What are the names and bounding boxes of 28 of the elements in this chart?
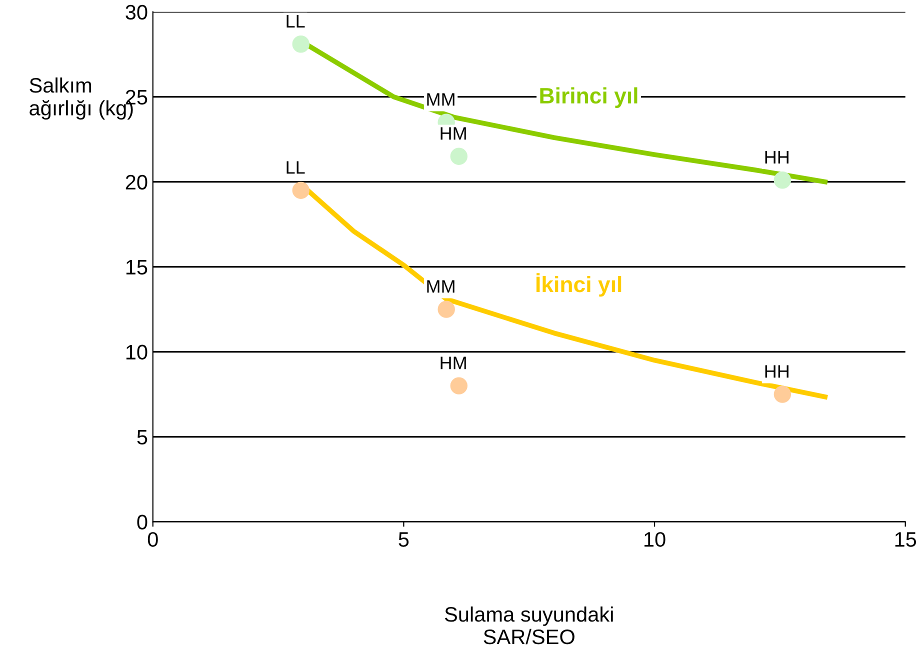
annotation: MM bbox=[427, 93, 454, 106]
annotation: MM bbox=[427, 280, 454, 293]
x-axis-title: Sulama suyundaki SAR/SEO bbox=[444, 606, 613, 644]
annotation: HH bbox=[765, 365, 788, 378]
x-tick-label: 15 bbox=[895, 532, 916, 547]
point bbox=[292, 36, 310, 53]
point bbox=[450, 377, 468, 394]
x-tick-label: 10 bbox=[644, 532, 666, 547]
annotation: LL bbox=[286, 15, 305, 28]
annotation: HM bbox=[440, 127, 466, 140]
x-tick-label: 5 bbox=[398, 532, 409, 547]
point bbox=[774, 386, 792, 403]
series-label: İkinci yıl bbox=[536, 273, 622, 297]
series-label: Birinci yıl bbox=[540, 87, 638, 108]
point bbox=[450, 148, 468, 165]
point bbox=[292, 182, 310, 199]
y-tick-label: 30 bbox=[126, 4, 148, 20]
y-tick-label: 10 bbox=[126, 344, 148, 360]
x-tick-label: 0 bbox=[148, 532, 158, 547]
annotation: HH bbox=[765, 151, 788, 164]
point bbox=[438, 300, 455, 318]
y-tick-label: 5 bbox=[137, 430, 148, 445]
y-tick-label: 20 bbox=[126, 174, 148, 190]
annotation: HM bbox=[440, 356, 466, 370]
y-tick-label: 0 bbox=[137, 514, 148, 530]
annotation: LL bbox=[286, 161, 305, 174]
y-tick-label: 15 bbox=[126, 260, 148, 275]
point bbox=[774, 172, 792, 189]
